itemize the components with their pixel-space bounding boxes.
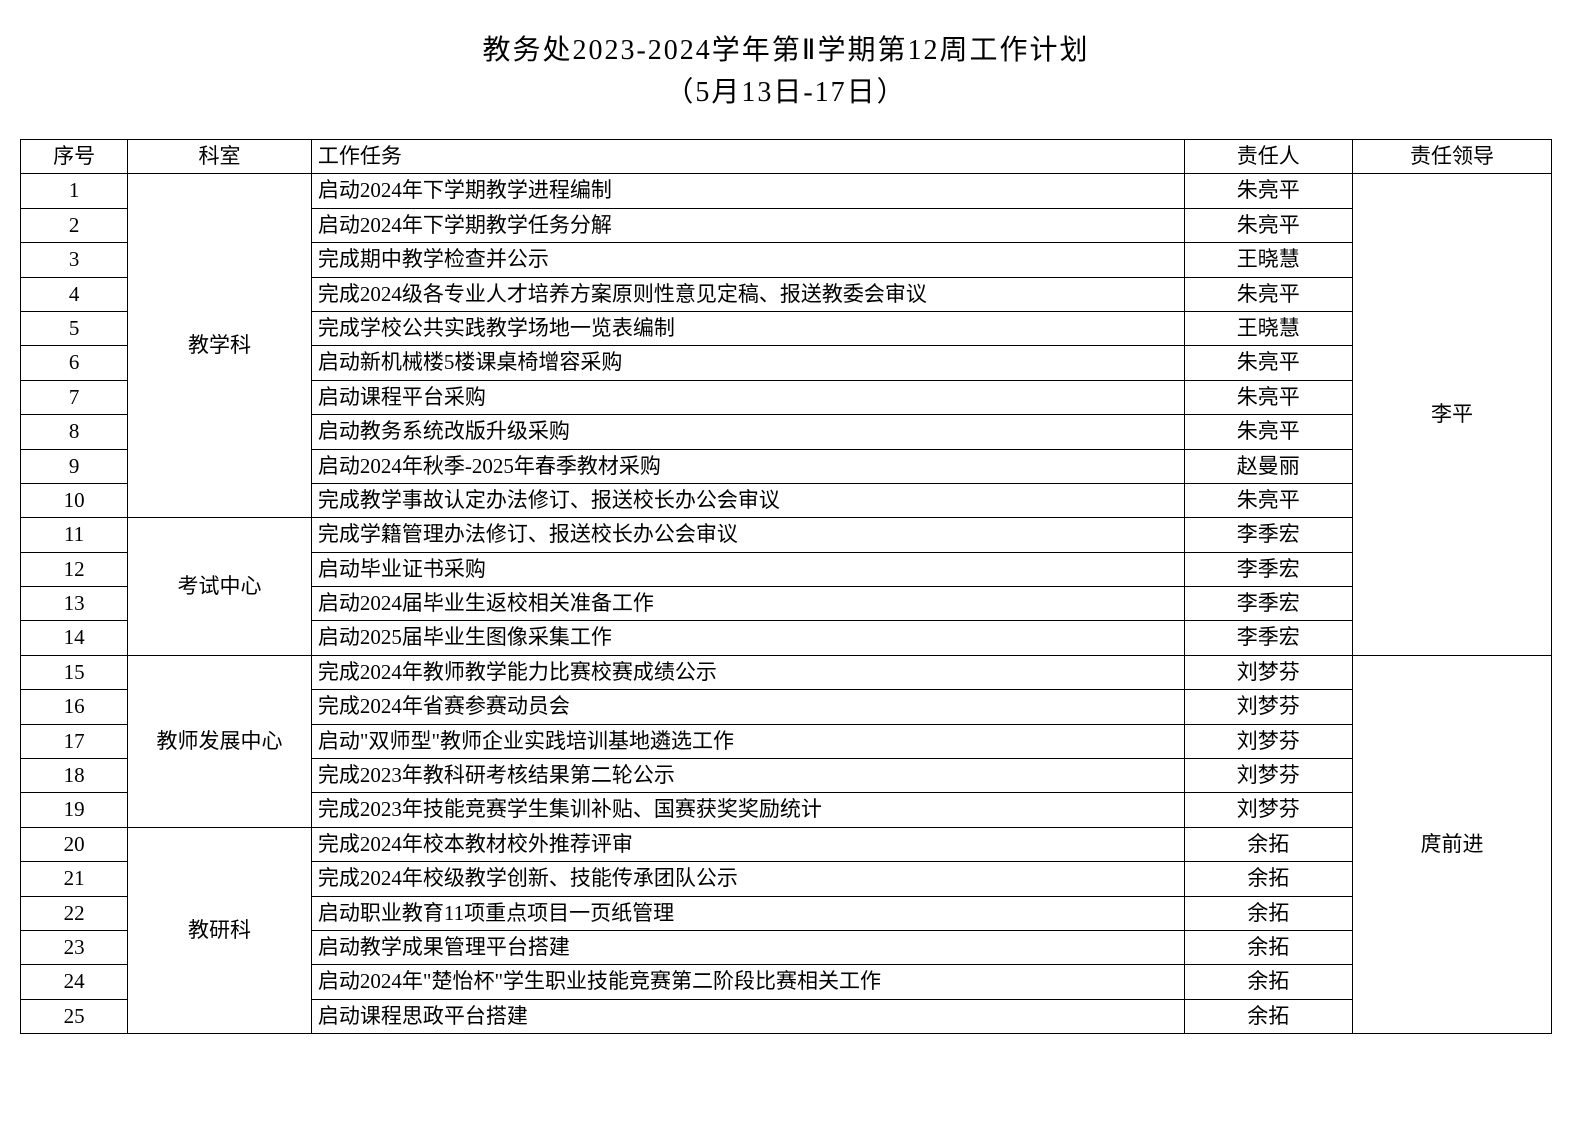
cell-person: 朱亮平 xyxy=(1184,174,1352,208)
cell-task: 完成期中教学检查并公示 xyxy=(311,243,1184,277)
header-dept: 科室 xyxy=(128,140,312,174)
cell-person: 刘梦芬 xyxy=(1184,724,1352,758)
cell-dept: 教师发展中心 xyxy=(128,655,312,827)
cell-seq: 5 xyxy=(21,311,128,345)
cell-task: 完成教学事故认定办法修订、报送校长办公会审议 xyxy=(311,483,1184,517)
cell-seq: 9 xyxy=(21,449,128,483)
cell-seq: 24 xyxy=(21,965,128,999)
cell-person: 王晓慧 xyxy=(1184,311,1352,345)
cell-task: 完成2024级各专业人才培养方案原则性意见定稿、报送教委会审议 xyxy=(311,277,1184,311)
table-row: 11考试中心完成学籍管理办法修订、报送校长办公会审议李季宏 xyxy=(21,518,1552,552)
cell-seq: 10 xyxy=(21,483,128,517)
cell-seq: 16 xyxy=(21,690,128,724)
cell-seq: 22 xyxy=(21,896,128,930)
cell-seq: 1 xyxy=(21,174,128,208)
table-header-row: 序号 科室 工作任务 责任人 责任领导 xyxy=(21,140,1552,174)
cell-leader: 庹前进 xyxy=(1352,655,1551,1033)
cell-person: 余拓 xyxy=(1184,827,1352,861)
cell-task: 启动教学成果管理平台搭建 xyxy=(311,930,1184,964)
cell-task: 完成学校公共实践教学场地一览表编制 xyxy=(311,311,1184,345)
table-body: 1教学科启动2024年下学期教学进程编制朱亮平李平2启动2024年下学期教学任务… xyxy=(21,174,1552,1034)
cell-person: 王晓慧 xyxy=(1184,243,1352,277)
cell-person: 余拓 xyxy=(1184,965,1352,999)
cell-person: 朱亮平 xyxy=(1184,277,1352,311)
title-line-1: 教务处2023-2024学年第Ⅱ学期第12周工作计划 xyxy=(20,30,1552,72)
cell-task: 完成2024年省赛参赛动员会 xyxy=(311,690,1184,724)
cell-task: 启动2024年下学期教学进程编制 xyxy=(311,174,1184,208)
cell-person: 朱亮平 xyxy=(1184,380,1352,414)
cell-task: 启动"双师型"教师企业实践培训基地遴选工作 xyxy=(311,724,1184,758)
cell-task: 完成2024年教师教学能力比赛校赛成绩公示 xyxy=(311,655,1184,689)
cell-person: 刘梦芬 xyxy=(1184,759,1352,793)
cell-seq: 6 xyxy=(21,346,128,380)
cell-task: 启动毕业证书采购 xyxy=(311,552,1184,586)
cell-dept: 教学科 xyxy=(128,174,312,518)
table-row: 1教学科启动2024年下学期教学进程编制朱亮平李平 xyxy=(21,174,1552,208)
title-line-2: （5月13日-17日） xyxy=(20,72,1552,114)
cell-seq: 17 xyxy=(21,724,128,758)
cell-seq: 23 xyxy=(21,930,128,964)
cell-seq: 19 xyxy=(21,793,128,827)
cell-person: 李季宏 xyxy=(1184,552,1352,586)
cell-task: 启动课程思政平台搭建 xyxy=(311,999,1184,1033)
cell-person: 李季宏 xyxy=(1184,621,1352,655)
cell-dept: 考试中心 xyxy=(128,518,312,656)
header-person: 责任人 xyxy=(1184,140,1352,174)
cell-seq: 13 xyxy=(21,587,128,621)
cell-person: 朱亮平 xyxy=(1184,415,1352,449)
cell-task: 启动职业教育11项重点项目一页纸管理 xyxy=(311,896,1184,930)
cell-person: 刘梦芬 xyxy=(1184,690,1352,724)
cell-task: 启动2024届毕业生返校相关准备工作 xyxy=(311,587,1184,621)
cell-person: 刘梦芬 xyxy=(1184,655,1352,689)
cell-task: 完成2024年校本教材校外推荐评审 xyxy=(311,827,1184,861)
cell-person: 余拓 xyxy=(1184,930,1352,964)
cell-task: 完成2023年技能竞赛学生集训补贴、国赛获奖奖励统计 xyxy=(311,793,1184,827)
cell-person: 朱亮平 xyxy=(1184,208,1352,242)
cell-person: 朱亮平 xyxy=(1184,483,1352,517)
cell-task: 启动新机械楼5楼课桌椅增容采购 xyxy=(311,346,1184,380)
cell-task: 完成2024年校级教学创新、技能传承团队公示 xyxy=(311,862,1184,896)
cell-task: 启动2024年"楚怡杯"学生职业技能竞赛第二阶段比赛相关工作 xyxy=(311,965,1184,999)
cell-task: 完成2023年教科研考核结果第二轮公示 xyxy=(311,759,1184,793)
cell-seq: 15 xyxy=(21,655,128,689)
cell-person: 李季宏 xyxy=(1184,587,1352,621)
cell-seq: 20 xyxy=(21,827,128,861)
table-row: 15教师发展中心完成2024年教师教学能力比赛校赛成绩公示刘梦芬庹前进 xyxy=(21,655,1552,689)
cell-person: 朱亮平 xyxy=(1184,346,1352,380)
header-task: 工作任务 xyxy=(311,140,1184,174)
cell-task: 完成学籍管理办法修订、报送校长办公会审议 xyxy=(311,518,1184,552)
cell-leader: 李平 xyxy=(1352,174,1551,655)
cell-seq: 21 xyxy=(21,862,128,896)
cell-person: 刘梦芬 xyxy=(1184,793,1352,827)
cell-seq: 7 xyxy=(21,380,128,414)
cell-seq: 2 xyxy=(21,208,128,242)
cell-seq: 12 xyxy=(21,552,128,586)
cell-seq: 18 xyxy=(21,759,128,793)
cell-task: 启动2024年下学期教学任务分解 xyxy=(311,208,1184,242)
cell-seq: 4 xyxy=(21,277,128,311)
cell-seq: 8 xyxy=(21,415,128,449)
cell-task: 启动2024年秋季-2025年春季教材采购 xyxy=(311,449,1184,483)
table-row: 20教研科完成2024年校本教材校外推荐评审余拓 xyxy=(21,827,1552,861)
cell-person: 余拓 xyxy=(1184,862,1352,896)
header-seq: 序号 xyxy=(21,140,128,174)
cell-task: 启动课程平台采购 xyxy=(311,380,1184,414)
cell-person: 李季宏 xyxy=(1184,518,1352,552)
cell-seq: 25 xyxy=(21,999,128,1033)
header-leader: 责任领导 xyxy=(1352,140,1551,174)
cell-task: 启动2025届毕业生图像采集工作 xyxy=(311,621,1184,655)
cell-person: 赵曼丽 xyxy=(1184,449,1352,483)
cell-person: 余拓 xyxy=(1184,999,1352,1033)
work-plan-table: 序号 科室 工作任务 责任人 责任领导 1教学科启动2024年下学期教学进程编制… xyxy=(20,139,1552,1034)
cell-task: 启动教务系统改版升级采购 xyxy=(311,415,1184,449)
cell-seq: 11 xyxy=(21,518,128,552)
cell-seq: 14 xyxy=(21,621,128,655)
cell-dept: 教研科 xyxy=(128,827,312,1033)
cell-seq: 3 xyxy=(21,243,128,277)
cell-person: 余拓 xyxy=(1184,896,1352,930)
title-block: 教务处2023-2024学年第Ⅱ学期第12周工作计划 （5月13日-17日） xyxy=(20,30,1552,114)
